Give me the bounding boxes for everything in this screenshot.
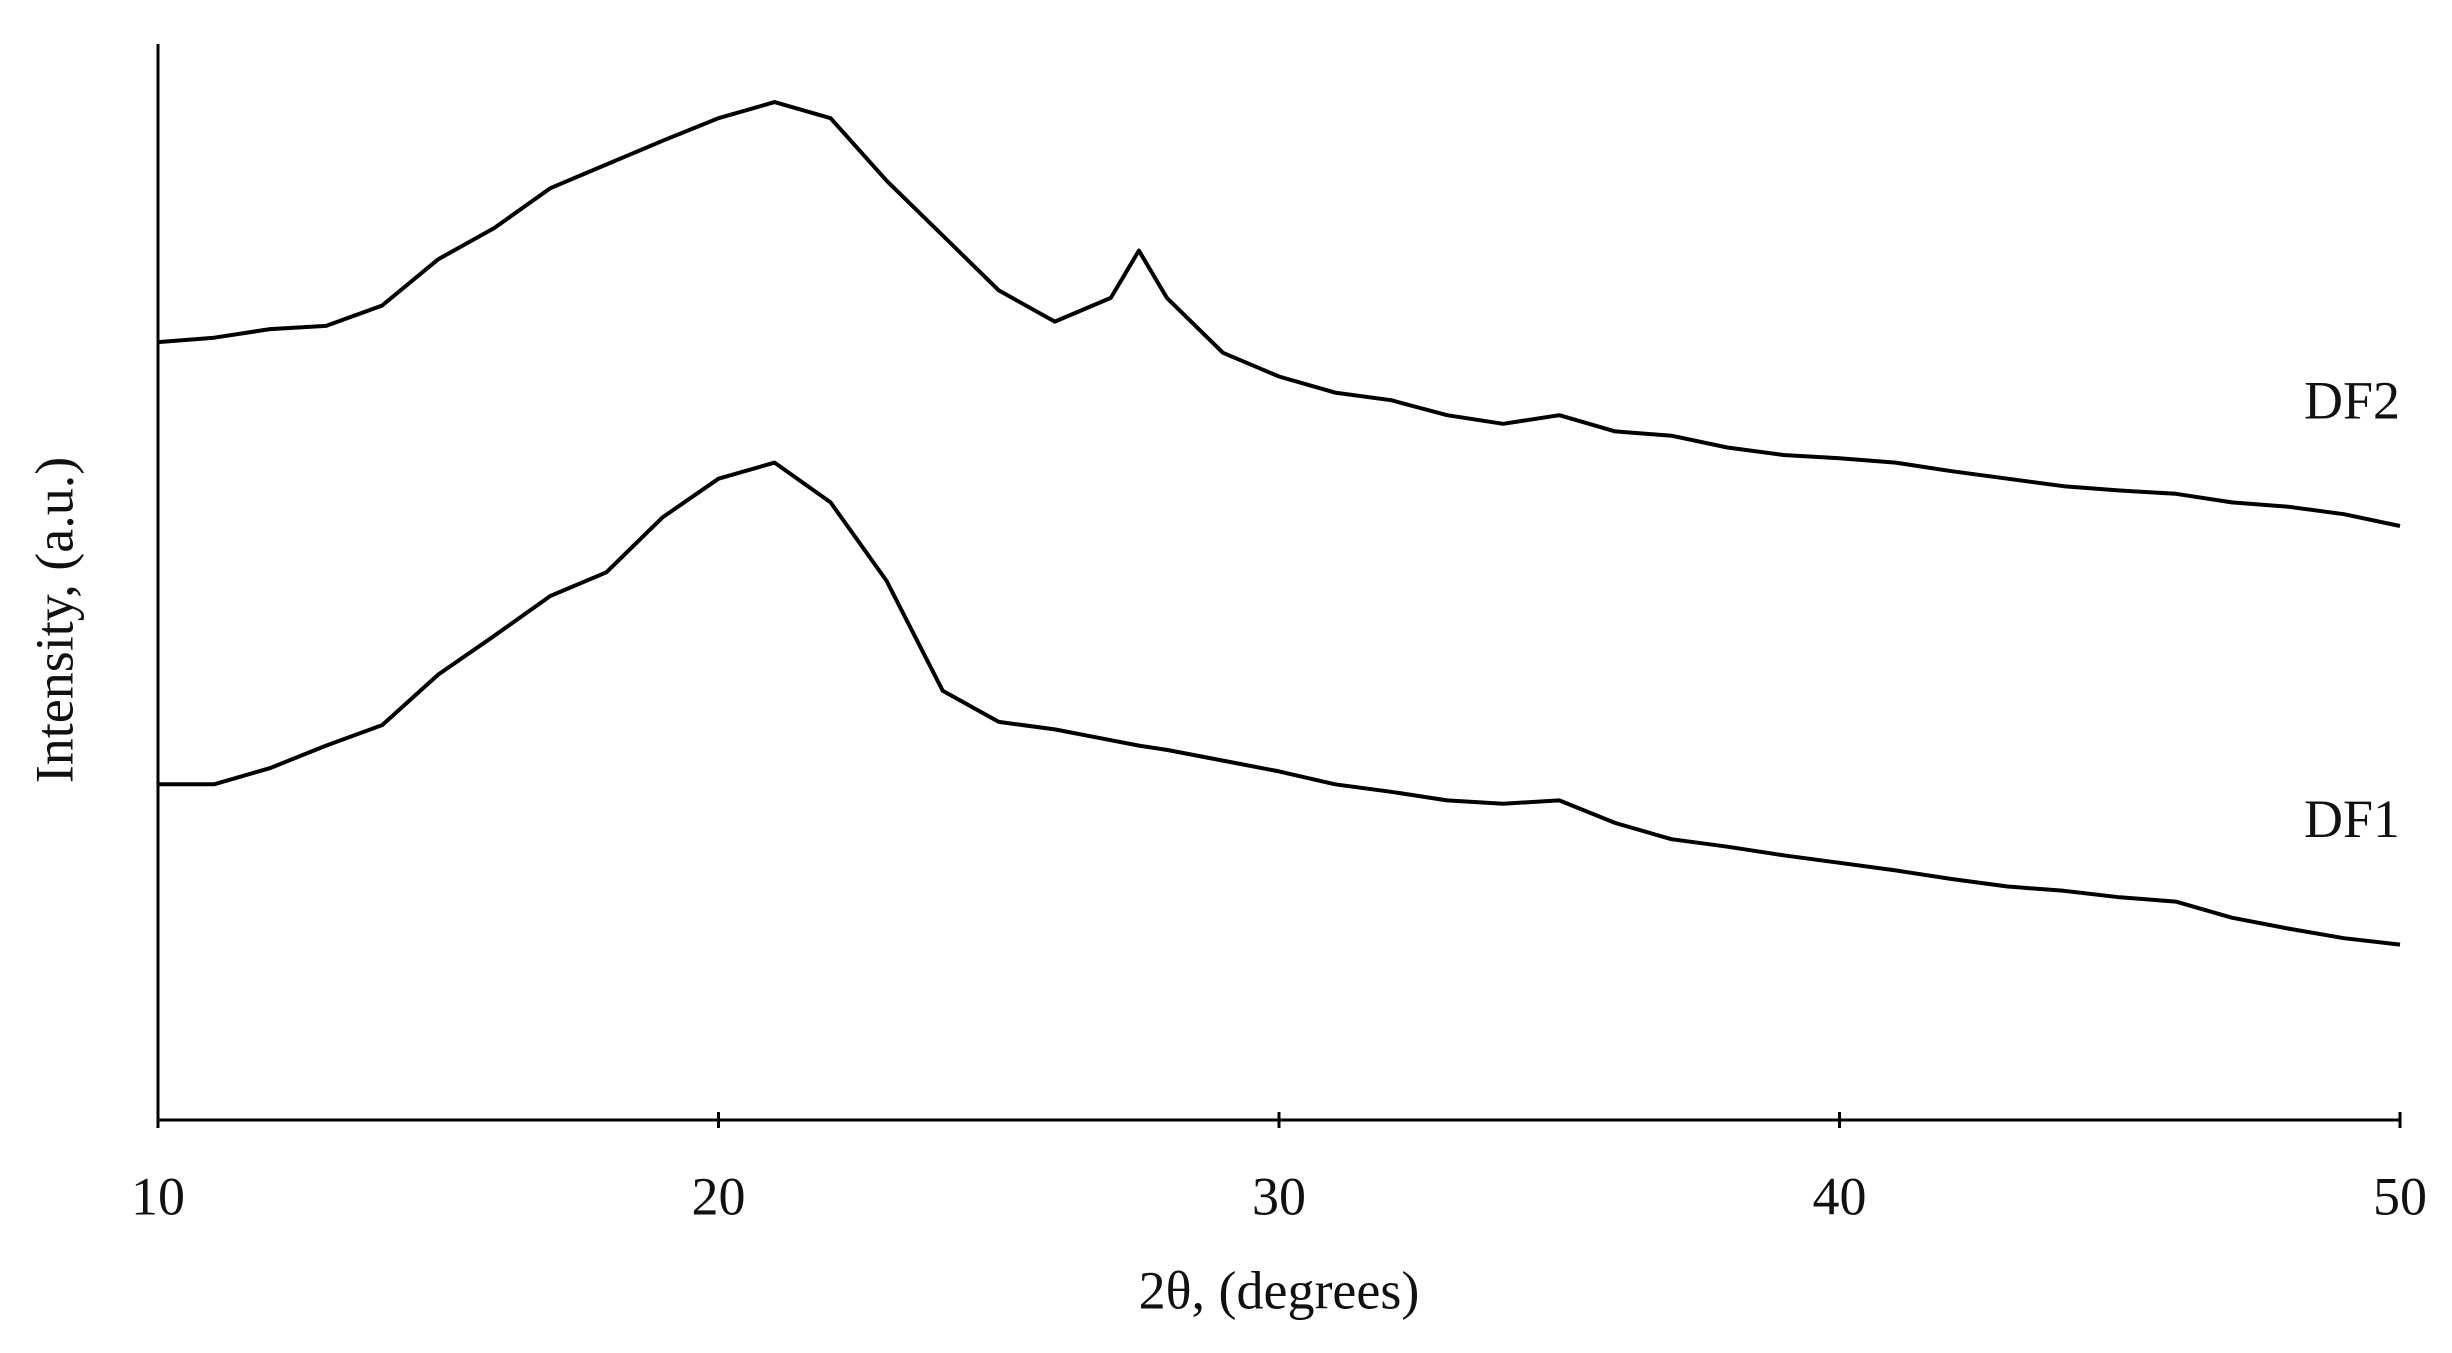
- data-line: [158, 460, 2401, 947]
- series-label: DF2: [2304, 370, 2400, 430]
- x-tick-label: 10: [131, 1166, 185, 1226]
- x-tick-label: 30: [1252, 1166, 1306, 1226]
- y-axis-label: Intensity, (a.u.): [24, 457, 84, 783]
- x-tick-label: 40: [1813, 1166, 1867, 1226]
- x-tick-label: 50: [2373, 1166, 2427, 1226]
- x-tick-label: 20: [692, 1166, 746, 1226]
- data-line: [157, 100, 2401, 528]
- series-label: DF1: [2304, 789, 2400, 849]
- x-axis-label: 2θ, (degrees): [1139, 1260, 1420, 1320]
